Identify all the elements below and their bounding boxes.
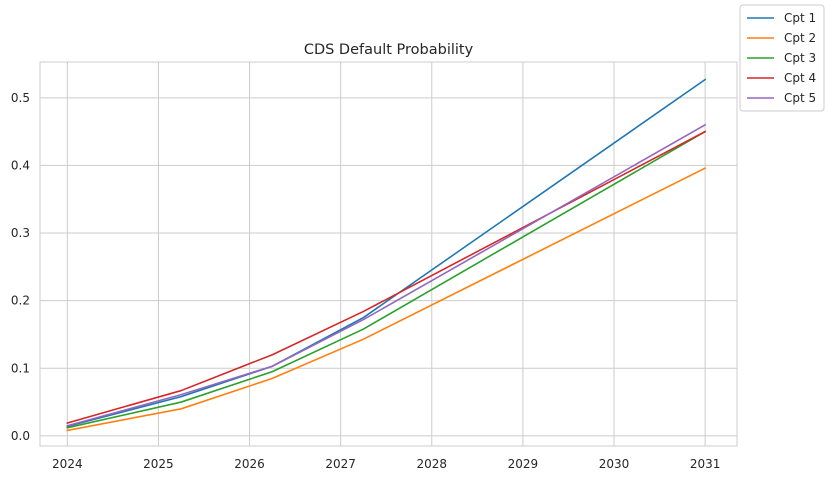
- y-tick-labels: 0.0 0.1 0.2 0.3 0.4 0.5: [11, 91, 30, 443]
- x-tick-label: 2025: [143, 457, 174, 471]
- x-tick-label: 2030: [599, 457, 630, 471]
- series-line-4: [66, 130, 707, 424]
- legend-entry: Cpt 3: [784, 51, 816, 65]
- x-tick-label: 2024: [52, 457, 83, 471]
- legend-entry: Cpt 1: [784, 11, 816, 25]
- y-tick-label: 0.0: [11, 429, 30, 443]
- y-tick-label: 0.3: [11, 226, 30, 240]
- x-tick-label: 2027: [325, 457, 356, 471]
- y-tick-label: 0.4: [11, 158, 30, 172]
- x-tick-label: 2026: [234, 457, 265, 471]
- x-tick-label: 2029: [508, 457, 539, 471]
- series-line-1: [66, 78, 707, 428]
- series-line-5: [66, 123, 707, 427]
- series-lines: [66, 78, 707, 432]
- y-gridlines: [40, 97, 737, 437]
- legend-entry: Cpt 2: [784, 31, 816, 45]
- y-tick-label: 0.5: [11, 91, 30, 105]
- y-tick-label: 0.1: [11, 361, 30, 375]
- legend-entry: Cpt 5: [784, 91, 816, 105]
- legend-entry: Cpt 4: [784, 71, 816, 85]
- series-line-2: [66, 167, 707, 432]
- chart-title: CDS Default Probability: [304, 42, 474, 58]
- y-tick-label: 0.2: [11, 294, 30, 308]
- legend: Cpt 1 Cpt 2 Cpt 3 Cpt 4 Cpt 5: [739, 4, 825, 112]
- series-line-3: [66, 130, 707, 429]
- x-tick-label: 2031: [690, 457, 721, 471]
- plot-area-frame: [39, 61, 738, 447]
- legend-box: [739, 4, 825, 112]
- x-tick-labels: 2024 2025 2026 2027 2028 2029 2030 2031: [52, 457, 720, 471]
- x-gridlines: [66, 62, 706, 446]
- x-tick-label: 2028: [417, 457, 448, 471]
